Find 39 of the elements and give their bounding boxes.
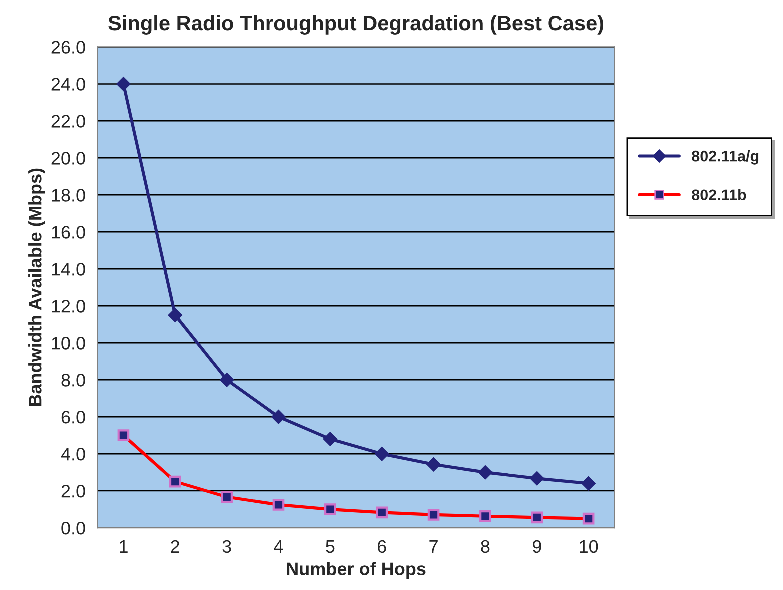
- point: [272, 410, 286, 424]
- y-tick-label: 14.0: [52, 263, 86, 276]
- x-tick-label: 5: [326, 540, 335, 554]
- y-tick-label: 22.0: [52, 115, 86, 128]
- y-tick-label: 6.0: [62, 411, 86, 424]
- y-tick-label: 16.0: [52, 226, 86, 239]
- legend-label: 802.11b: [692, 189, 746, 201]
- y-axis-title: Bandwidth Available (Mbps): [28, 168, 46, 406]
- x-tick-label: 9: [532, 540, 542, 554]
- x-tick-label: 2: [171, 540, 180, 553]
- point: [220, 373, 234, 388]
- y-tick-label: 20.0: [52, 152, 86, 165]
- x-tick-label: 7: [430, 540, 438, 553]
- point: [375, 447, 390, 462]
- x-tick-label: 6: [378, 540, 386, 554]
- x-axis-title: Number of Hops: [287, 562, 426, 580]
- x-tick-label: 1: [120, 540, 128, 553]
- legend-label: 802.11a/g: [692, 150, 759, 165]
- point: [582, 476, 596, 491]
- x-tick-label: 10: [580, 540, 598, 554]
- point: [530, 472, 544, 486]
- chart-title: Single Radio Throughput Degradation (Best Case): [108, 15, 604, 35]
- y-tick-label: 24.0: [52, 78, 86, 91]
- y-tick-label: 0.0: [62, 522, 86, 535]
- point: [478, 466, 492, 480]
- point: [426, 458, 441, 472]
- point: [323, 432, 338, 446]
- point: [168, 308, 182, 322]
- x-tick-label: 8: [481, 540, 490, 554]
- y-tick-label: 12.0: [52, 300, 86, 313]
- y-tick-label: 2.0: [62, 484, 86, 498]
- y-tick-label: 8.0: [62, 374, 86, 387]
- y-tick-label: 4.0: [61, 448, 86, 461]
- y-tick-label: 10.0: [52, 337, 86, 350]
- x-tick-label: 3: [222, 540, 232, 554]
- x-tick-label: 4: [274, 540, 284, 553]
- y-tick-label: 26.0: [52, 41, 86, 54]
- y-tick-label: 18.0: [52, 189, 86, 202]
- point: [116, 77, 131, 92]
